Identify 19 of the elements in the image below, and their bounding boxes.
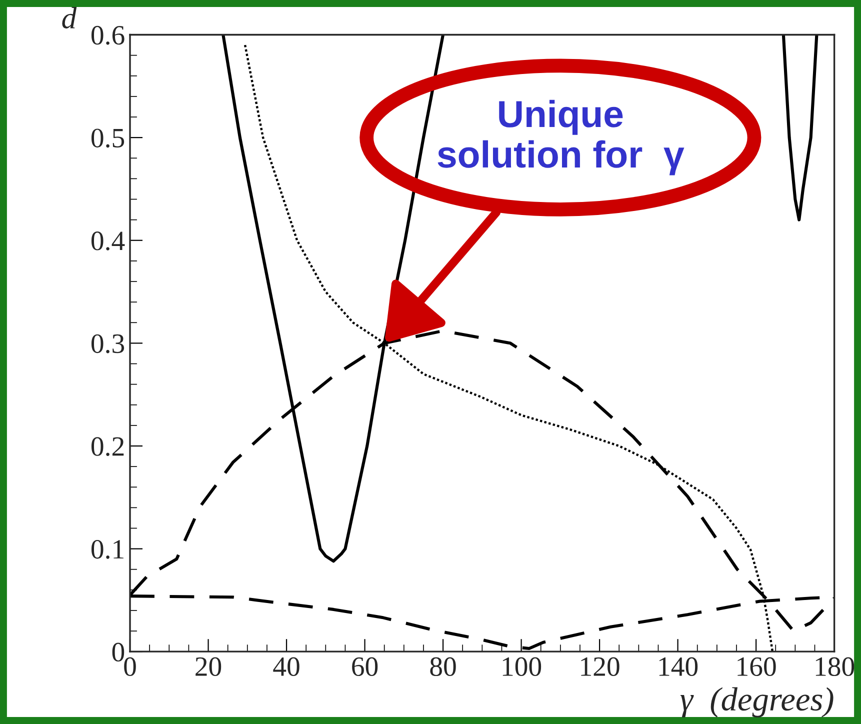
x-tick-label: 140 <box>659 657 698 676</box>
x-tick-label: 40 <box>273 657 300 676</box>
x-tick-label: 60 <box>352 657 378 676</box>
x-tick-label: 160 <box>738 657 776 676</box>
y-axis-title: d <box>62 7 77 29</box>
y-tick-label: 0.4 <box>91 232 125 250</box>
y-tick-label: 0.6 <box>91 26 124 45</box>
y-tick-label: 0.1 <box>91 540 124 559</box>
annotation: Unique solution for γ <box>438 100 684 176</box>
x-tick-label: 20 <box>196 657 222 676</box>
x-tick-label: 120 <box>581 657 620 676</box>
y-tick-label: 0 <box>112 642 124 662</box>
x-tick-label: 100 <box>502 657 542 676</box>
x-tick-label: 180 <box>816 657 854 676</box>
x-axis-title: γ (degrees) <box>680 687 834 718</box>
y-tick-label: 0.3 <box>91 334 124 354</box>
y-tick-label: 0.2 <box>91 437 124 456</box>
y-tick-label: 0.5 <box>91 128 124 148</box>
x-tick-label: 80 <box>430 657 456 676</box>
